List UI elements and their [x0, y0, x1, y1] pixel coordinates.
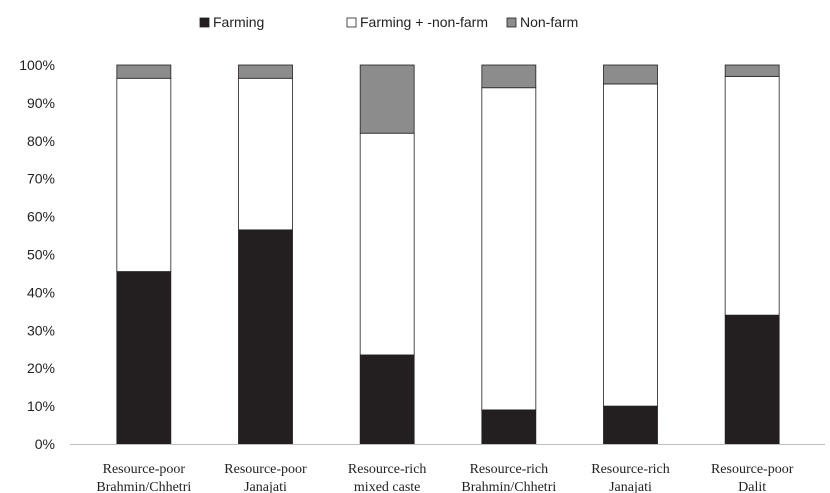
bar-segment [359, 64, 415, 134]
bar-segment [116, 64, 172, 79]
y-tick-label: 30% [27, 322, 55, 338]
x-category-label: Resource-poor Janajati [224, 462, 307, 493]
x-category-label: Resource-rich Brahmin/Chhetri [461, 462, 556, 493]
y-tick-label: 100% [19, 57, 55, 73]
legend-label: Farming [213, 14, 264, 30]
bar-group [116, 64, 172, 445]
bars [116, 64, 780, 445]
x-axis: Resource-poor Brahmin/Chhetri Resource-poo… [70, 444, 825, 493]
bar-segment [238, 77, 293, 231]
bar-group [481, 64, 537, 445]
bar-segment [603, 64, 658, 85]
bar-segment [481, 409, 537, 445]
y-tick-label: 90% [27, 95, 55, 111]
bar-segment [603, 83, 658, 407]
bar-segment [724, 75, 780, 316]
legend-swatch [199, 17, 210, 28]
bar-segment [724, 314, 780, 445]
legend: Farming Farming + -non-farm Non-farm [199, 14, 578, 30]
y-tick-label: 40% [27, 284, 55, 300]
bar-group [724, 64, 780, 445]
bar-segment [603, 405, 658, 445]
bar-segment [116, 77, 172, 272]
y-tick-label: 50% [27, 247, 55, 263]
bar-group [359, 64, 415, 445]
legend-label: Farming + -non-farm [360, 14, 488, 30]
y-axis: 0% 10% 20% 30% 40% 50% 60% 70% 80% 90% 100% [19, 57, 55, 452]
y-tick-label: 20% [27, 360, 55, 376]
legend-item: Farming + -non-farm [346, 14, 488, 30]
bar-segment [238, 64, 293, 79]
legend-item: Farming [199, 14, 264, 30]
bar-segment [724, 64, 780, 77]
legend-item: Non-farm [506, 14, 578, 30]
x-category-label: Resource-poor Dalit [711, 462, 794, 493]
y-tick-label: 0% [35, 436, 55, 452]
y-tick-label: 10% [27, 398, 55, 414]
x-category-label: Resource-poor Brahmin/Chhetri [96, 462, 191, 493]
bar-segment [481, 87, 537, 411]
legend-label: Non-farm [520, 14, 578, 30]
bar-group [603, 64, 658, 445]
legend-swatch [346, 17, 357, 28]
y-tick-label: 80% [27, 133, 55, 149]
bar-segment [481, 64, 537, 89]
bar-segment [359, 132, 415, 356]
y-tick-label: 70% [27, 171, 55, 187]
bar-segment [359, 354, 415, 445]
y-tick-label: 60% [27, 209, 55, 225]
legend-swatch [506, 17, 517, 28]
bar-segment [238, 229, 293, 445]
bar-segment [116, 271, 172, 445]
x-category-label: Resource-rich mixed caste [348, 462, 427, 493]
bar-group [238, 64, 293, 445]
x-category-label: Resource-rich Janajati [591, 462, 670, 493]
